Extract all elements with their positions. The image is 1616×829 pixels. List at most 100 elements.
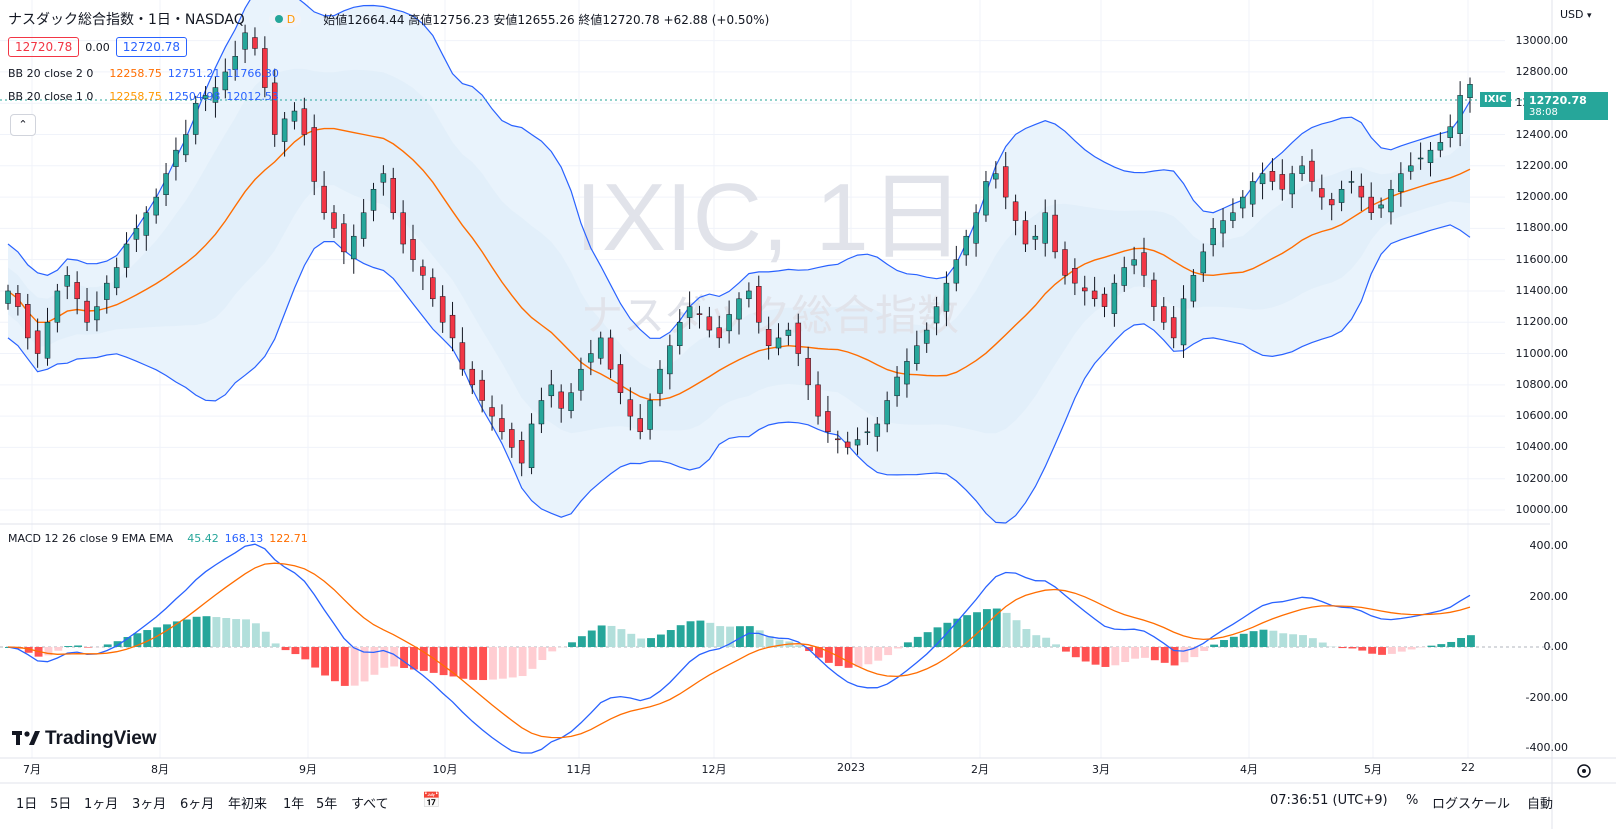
bb-lower-line xyxy=(7,224,1471,524)
range-button[interactable]: 6ヶ月 xyxy=(180,797,215,812)
macd-histogram-bar xyxy=(182,619,191,647)
candle-body xyxy=(1319,188,1325,198)
macd-histogram-bar xyxy=(1210,644,1219,647)
macd-histogram-bar xyxy=(350,647,359,686)
macd-histogram-bar xyxy=(1170,647,1179,666)
bb2-label[interactable]: BB 20 close 1 0 xyxy=(8,90,94,103)
currency-selector[interactable]: USD ▾ xyxy=(1560,8,1592,21)
bar-countdown: 38:08 xyxy=(1529,107,1558,118)
brand-name: TradingView xyxy=(45,728,157,749)
price-axis-label: 12400.00 xyxy=(1515,127,1569,141)
range-button[interactable]: 5年 xyxy=(316,797,338,812)
candle-body xyxy=(1328,199,1335,206)
candle-body xyxy=(1101,293,1108,307)
time-axis-label: 22 xyxy=(1461,761,1475,774)
macd-histogram-bar xyxy=(1180,647,1189,663)
macd-histogram-bar xyxy=(1022,629,1031,647)
macd-histogram-bar xyxy=(1229,636,1238,647)
range-button[interactable]: すべて xyxy=(351,797,389,812)
candle-body xyxy=(558,391,564,409)
candle-body xyxy=(746,290,752,300)
goto-date-icon[interactable]: 📅 xyxy=(422,791,441,809)
auto-scale-toggle[interactable]: 自動 xyxy=(1527,797,1554,812)
range-button[interactable]: 1日 xyxy=(16,797,38,812)
range-button[interactable]: 年初来 xyxy=(228,797,268,812)
candle-body xyxy=(1230,212,1236,221)
bb1-lower: 11766.30 xyxy=(226,67,279,80)
macd-histogram-bar xyxy=(923,632,932,647)
candle-body xyxy=(410,239,416,260)
macd-axis-label: 0.00 xyxy=(1543,640,1569,653)
macd-histogram-bar xyxy=(1299,635,1307,647)
price-axis-label: 11400.00 xyxy=(1515,283,1569,297)
collapse-legend-button[interactable]: ⌃ xyxy=(10,114,36,136)
candle-body xyxy=(499,418,505,433)
candle-body xyxy=(933,306,940,324)
candle-body xyxy=(637,418,643,433)
macd-histogram-bar xyxy=(538,647,547,661)
macd-histogram-bar xyxy=(1467,635,1475,647)
range-button[interactable]: 1ヶ月 xyxy=(84,797,119,812)
macd-hist-value: 45.42 xyxy=(187,532,219,545)
macd-histogram-bar xyxy=(143,630,152,647)
macd-histogram-bar xyxy=(113,641,122,647)
candle-body xyxy=(1407,165,1414,172)
buy-price-box[interactable]: 12720.78 xyxy=(115,37,188,57)
candle-body xyxy=(914,345,920,364)
macd-histogram-bar xyxy=(627,633,636,647)
percent-toggle[interactable]: % xyxy=(1406,793,1419,808)
clock-display[interactable]: 07:36:51 (UTC+9) xyxy=(1270,793,1388,808)
macd-histogram-bar xyxy=(64,646,73,647)
candle-body xyxy=(1012,201,1019,221)
candle-body xyxy=(252,37,258,49)
bb2-lower: 12012.53 xyxy=(226,90,279,103)
time-axis-label: 10月 xyxy=(432,763,458,776)
range-button[interactable]: 3ヶ月 xyxy=(132,797,167,812)
candle-body xyxy=(1447,126,1453,138)
macd-histogram-bar xyxy=(1259,629,1268,647)
time-axis-label: 2023 xyxy=(837,761,865,774)
macd-histogram-bar xyxy=(1012,620,1021,647)
macd-histogram-bar xyxy=(380,647,389,668)
candle-body xyxy=(1180,298,1187,346)
candle-body xyxy=(350,235,357,260)
last-price-tag: 12720.78 38:08 xyxy=(1524,92,1608,120)
macd-histogram-bar xyxy=(963,615,972,647)
bb1-label[interactable]: BB 20 close 2 0 xyxy=(8,67,94,80)
macd-label[interactable]: MACD 12 26 close 9 EMA EMA xyxy=(8,532,174,545)
time-axis-label: 12月 xyxy=(701,763,727,776)
macd-histogram-bar xyxy=(548,647,557,652)
macd-histogram-bar xyxy=(884,647,893,656)
macd-histogram-bar xyxy=(973,612,981,647)
candle-body xyxy=(232,56,238,70)
macd-histogram-bar xyxy=(1200,647,1209,651)
macd-histogram-bar xyxy=(844,647,853,668)
candle-body xyxy=(1309,160,1315,182)
macd-histogram-bar xyxy=(1378,647,1386,655)
symbol-title[interactable]: ナスダック総合指数・1日・NASDAQ xyxy=(8,12,245,28)
market-status-badge[interactable]: D xyxy=(268,11,302,27)
macd-histogram-bar xyxy=(508,647,517,678)
log-scale-toggle[interactable]: ログスケール xyxy=(1432,797,1511,812)
range-button[interactable]: 1年 xyxy=(283,797,305,812)
candle-body xyxy=(943,282,950,312)
macd-histogram-bar xyxy=(1101,647,1110,667)
symbol-tag: IXIC xyxy=(1480,92,1511,107)
candle-body xyxy=(667,345,673,375)
range-button[interactable]: 5日 xyxy=(50,797,72,812)
price-axis-label: 11200.00 xyxy=(1515,315,1569,329)
candle-body xyxy=(1368,196,1374,213)
candle-body xyxy=(1161,306,1167,323)
macd-histogram-bar xyxy=(686,621,695,647)
settings-gear-icon xyxy=(1577,764,1591,778)
price-axis-label: 13000.00 xyxy=(1515,33,1569,47)
candle-body xyxy=(262,48,268,88)
candle-body xyxy=(1052,214,1058,253)
candle-body xyxy=(1249,181,1256,205)
price-axis-label: 11600.00 xyxy=(1515,252,1569,266)
sell-price-box[interactable]: 12720.78 xyxy=(8,37,80,57)
macd-histogram-bar xyxy=(617,629,626,647)
macd-histogram-bar xyxy=(696,620,705,647)
